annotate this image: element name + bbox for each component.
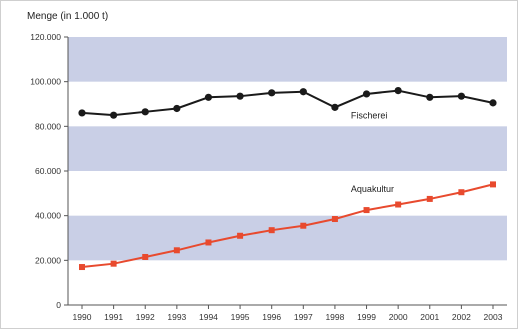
data-point-fischerei xyxy=(173,104,181,113)
x-tick-label: 1997 xyxy=(294,312,313,322)
y-tick-label: 100.000 xyxy=(30,77,61,87)
data-point-fischerei xyxy=(362,90,371,98)
data-point-aquakultur xyxy=(458,189,465,196)
data-point-fischerei xyxy=(394,87,402,95)
x-tick-label: 1991 xyxy=(104,312,123,322)
data-point-fischerei xyxy=(110,111,118,119)
data-point-aquakultur xyxy=(268,227,275,234)
data-point-aquakultur xyxy=(363,207,370,214)
data-point-aquakultur xyxy=(110,260,117,267)
y-tick-label: 20.000 xyxy=(35,255,61,265)
series-line-aquakultur xyxy=(81,183,494,269)
data-point-aquakultur xyxy=(173,247,180,254)
data-point-aquakultur xyxy=(205,239,212,246)
x-tick-label: 2000 xyxy=(389,312,408,322)
data-point-fischerei xyxy=(489,99,497,107)
data-point-aquakultur xyxy=(426,195,433,202)
y-axis-label: Menge (in 1.000 t) xyxy=(27,11,109,22)
data-point-fischerei xyxy=(268,89,276,97)
x-tick-label: 1998 xyxy=(325,312,344,322)
x-tick-label: 2003 xyxy=(484,312,503,322)
y-tick-label: 120.000 xyxy=(30,32,61,42)
data-point-aquakultur xyxy=(237,232,244,239)
series-label-aquakultur: Aquakultur xyxy=(351,184,394,194)
data-point-fischerei xyxy=(331,103,339,111)
background-band-0 xyxy=(68,215,507,261)
data-point-fischerei xyxy=(78,109,86,117)
data-point-fischerei xyxy=(457,92,465,100)
y-tick-label: 40.000 xyxy=(35,211,61,221)
data-point-fischerei xyxy=(426,93,434,101)
data-point-fischerei xyxy=(236,92,244,100)
x-tick-label: 1995 xyxy=(231,312,250,322)
y-tick-label: 0 xyxy=(56,300,61,310)
series-line-fischerei xyxy=(81,89,494,117)
data-point-fischerei xyxy=(204,93,213,101)
x-tick-label: 1996 xyxy=(262,312,281,322)
data-point-fischerei xyxy=(299,88,307,96)
x-tick-label: 1999 xyxy=(357,312,376,322)
y-tick-label: 60.000 xyxy=(35,166,61,176)
data-point-aquakultur xyxy=(395,201,402,208)
series-label-fischerei: Fischerei xyxy=(351,111,388,121)
background-band-1 xyxy=(68,126,507,171)
x-tick-label: 1993 xyxy=(167,312,186,322)
x-tick-label: 1992 xyxy=(136,312,155,322)
data-point-aquakultur xyxy=(331,216,338,223)
x-tick-label: 1994 xyxy=(199,312,218,322)
data-point-aquakultur xyxy=(490,181,496,188)
y-tick-label: 80.000 xyxy=(35,121,61,131)
x-tick-label: 1990 xyxy=(73,312,92,322)
x-tick-label: 2001 xyxy=(420,312,439,322)
data-point-aquakultur xyxy=(300,222,307,229)
data-point-aquakultur xyxy=(142,253,149,260)
x-tick-label: 2002 xyxy=(452,312,471,322)
background-band-2 xyxy=(68,37,507,82)
data-point-aquakultur xyxy=(79,264,85,271)
data-point-fischerei xyxy=(141,108,149,116)
